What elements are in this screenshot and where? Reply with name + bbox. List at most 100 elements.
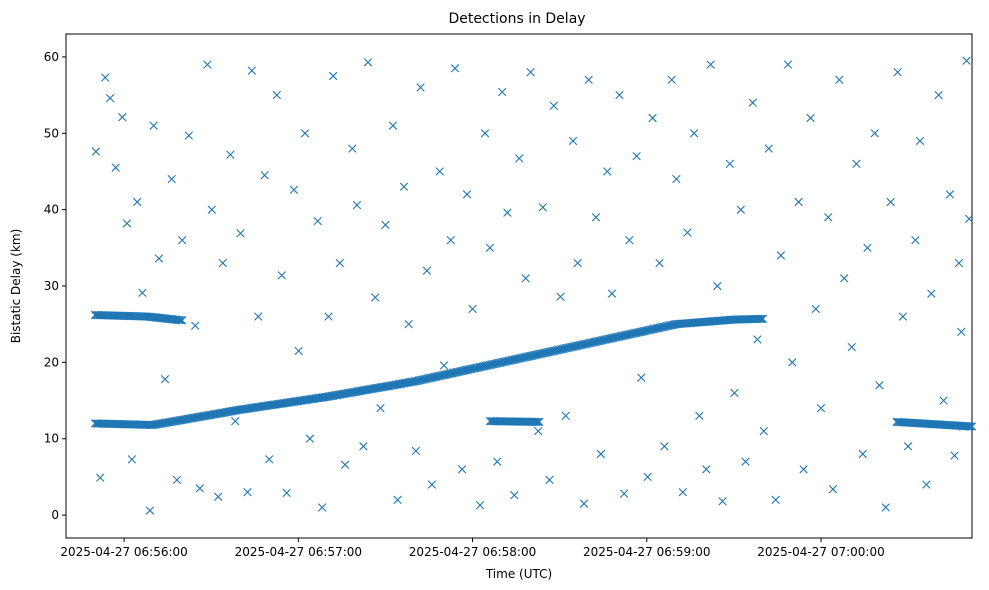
scatter-point bbox=[218, 258, 227, 268]
scatter-point bbox=[132, 197, 142, 207]
scatter-point-upper-track bbox=[176, 316, 185, 325]
scatter-point bbox=[957, 327, 966, 337]
scatter-point bbox=[352, 200, 362, 210]
scatter-point bbox=[521, 274, 530, 283]
x-axis: 2025-04-27 06:56:00 2025-04-27 06:57:00 20… bbox=[60, 538, 885, 559]
scatter-point bbox=[615, 90, 624, 100]
scatter-point bbox=[457, 465, 467, 474]
scatter-point bbox=[794, 197, 803, 207]
scatter-point bbox=[619, 489, 629, 498]
scatter-point bbox=[959, 422, 968, 431]
scatter-point bbox=[184, 131, 194, 140]
scatter-point bbox=[247, 66, 257, 75]
scatter-point bbox=[160, 374, 170, 384]
scatter-point bbox=[828, 484, 838, 494]
y-axis: 0 10 20 30 40 50 60 bbox=[44, 50, 66, 522]
scatter-point bbox=[231, 416, 240, 426]
x-tick-label: 2025-04-27 06:56:00 bbox=[60, 545, 187, 559]
scatter-point bbox=[324, 312, 333, 321]
plot-area bbox=[65, 33, 977, 539]
scatter-point bbox=[105, 93, 115, 103]
scatter-point bbox=[335, 258, 345, 268]
scatter-point bbox=[226, 150, 235, 159]
scatter-point bbox=[824, 213, 833, 222]
scatter-point bbox=[393, 495, 402, 505]
scatter-point bbox=[954, 258, 964, 268]
scatter-point bbox=[207, 205, 216, 214]
scatter-point bbox=[317, 503, 327, 512]
scatter-point bbox=[632, 151, 641, 161]
chart-title: Detections in Delay bbox=[448, 11, 585, 27]
scatter-point-late-track bbox=[966, 422, 975, 431]
x-tick-label: 2025-04-27 06:59:00 bbox=[583, 545, 710, 559]
scatter-point bbox=[964, 214, 974, 223]
scatter-point bbox=[493, 457, 502, 466]
scatter-point bbox=[713, 281, 722, 291]
scatter-point bbox=[118, 113, 127, 122]
scatter-point bbox=[718, 497, 727, 506]
scatter-point bbox=[439, 361, 449, 370]
scatter-point bbox=[625, 235, 634, 245]
scatter-point bbox=[427, 480, 437, 489]
scatter-point-late-track bbox=[967, 422, 977, 431]
scatter-point bbox=[607, 289, 617, 298]
scatter-point bbox=[660, 442, 669, 451]
scatter-point bbox=[363, 58, 373, 67]
scatter-point bbox=[422, 266, 432, 275]
scatter-point bbox=[497, 87, 507, 97]
scatter-point bbox=[475, 500, 485, 510]
scatter-point bbox=[922, 480, 931, 489]
scatter-point bbox=[927, 289, 936, 298]
scatter-point bbox=[591, 213, 601, 222]
y-tick-label: 20 bbox=[44, 355, 59, 369]
scatter-point bbox=[672, 174, 681, 184]
scatter-point bbox=[776, 251, 786, 260]
scatter-point bbox=[381, 220, 390, 230]
scatter-point bbox=[881, 503, 890, 512]
scatter-point bbox=[759, 426, 768, 436]
y-tick-label: 30 bbox=[44, 279, 59, 293]
scatter-point-upper-track bbox=[177, 316, 187, 325]
scatter-point bbox=[764, 144, 773, 153]
scatter-point-main-track bbox=[757, 314, 766, 324]
scatter-point-main-track bbox=[755, 314, 765, 324]
scatter-point bbox=[556, 292, 565, 301]
scatter-point bbox=[371, 293, 380, 302]
y-tick-label: 50 bbox=[44, 126, 59, 140]
scatter-point bbox=[122, 219, 132, 228]
scatter-point bbox=[771, 495, 780, 505]
scatter-point bbox=[446, 235, 455, 245]
scatter-point bbox=[538, 203, 548, 212]
scatter-point bbox=[510, 491, 519, 500]
scatter-point bbox=[127, 455, 137, 464]
scatter-point bbox=[191, 321, 200, 330]
scatter-point bbox=[753, 335, 762, 344]
scatter-point bbox=[533, 426, 543, 436]
scatter-point bbox=[549, 101, 559, 110]
scatter-point bbox=[934, 90, 943, 100]
scatter-point bbox=[111, 163, 120, 172]
scatter-point bbox=[637, 373, 646, 382]
x-tick-label: 2025-04-27 06:58:00 bbox=[409, 545, 536, 559]
scatter-point bbox=[915, 136, 925, 146]
scatter-point bbox=[213, 492, 223, 501]
scatter-point bbox=[945, 190, 955, 199]
scatter-point bbox=[282, 488, 291, 498]
scatter-point bbox=[689, 129, 699, 138]
scatter-point bbox=[300, 129, 310, 138]
scatter-point bbox=[96, 473, 105, 482]
scatter-point bbox=[272, 90, 282, 100]
scatter-point bbox=[462, 190, 472, 199]
scatter-point bbox=[748, 98, 757, 107]
scatter-point bbox=[950, 451, 959, 460]
scatter-point bbox=[816, 403, 826, 413]
scatter-point bbox=[858, 449, 868, 459]
scatter-point bbox=[788, 358, 797, 367]
scatter-point bbox=[852, 159, 861, 169]
scatter-point bbox=[847, 342, 856, 352]
y-tick-label: 10 bbox=[44, 432, 59, 446]
scatter-point bbox=[903, 442, 913, 451]
scatter-point bbox=[584, 75, 593, 85]
